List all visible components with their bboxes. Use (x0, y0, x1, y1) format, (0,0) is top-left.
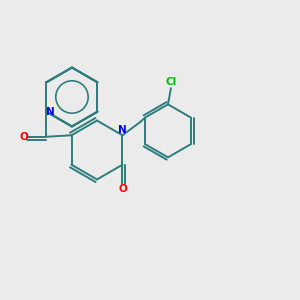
Text: N: N (46, 107, 54, 117)
Text: N: N (118, 125, 127, 135)
Text: O: O (118, 184, 127, 194)
Text: O: O (20, 132, 28, 142)
Text: Cl: Cl (165, 77, 177, 87)
